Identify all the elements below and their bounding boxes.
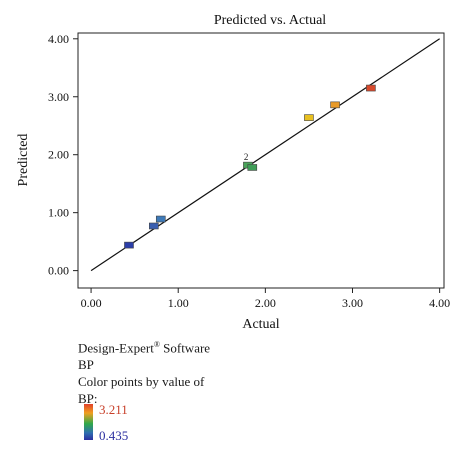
x-tick-label: 0.00: [81, 296, 102, 310]
software-suffix: Software: [159, 340, 211, 356]
data-point: [149, 222, 159, 230]
color-variable: BP:: [78, 391, 98, 407]
data-point: [366, 84, 376, 92]
axis-ticks: [73, 38, 441, 293]
y-axis-label: Predicted: [16, 134, 31, 187]
y-tick-label: 3.00: [48, 90, 69, 104]
response-name: BP: [78, 357, 94, 373]
data-point: [247, 164, 258, 171]
reference-line: [90, 38, 440, 272]
chart-title: Predicted vs. Actual: [214, 13, 326, 28]
software-name: Design-Expert® Software: [78, 336, 210, 356]
y-tick-label: 0.00: [48, 264, 69, 278]
x-tick-label: 4.00: [429, 296, 450, 310]
x-tick-label: 2.00: [255, 296, 276, 310]
color-scale-max: 3.211: [99, 402, 128, 417]
y-tick-label: 2.00: [48, 148, 69, 162]
plot-frame: [77, 32, 445, 289]
x-tick-label: 3.00: [342, 296, 363, 310]
trademark-mark: ®: [153, 340, 160, 349]
y-tick-label: 4.00: [48, 32, 69, 46]
color-note: Color points by value of: [78, 374, 205, 390]
data-point: [304, 114, 314, 121]
color-scale-min: 0.435: [99, 428, 129, 443]
point-count-annotation: 2: [244, 152, 249, 162]
data-point: [155, 215, 166, 223]
x-tick-label: 1.00: [168, 296, 189, 310]
tick-labels: 0.00 1.00 2.00 3.00 4.00 0.00 1.00 2.00 3.00 4.00: [48, 32, 450, 310]
x-axis-label: Actual: [242, 317, 279, 332]
reference-line-layer: [90, 38, 440, 272]
y-tick-label: 1.00: [48, 206, 69, 220]
data-point: [124, 241, 134, 249]
software-legend: Design-Expert® Software BP Color points …: [78, 336, 210, 407]
software-brand: Design-Expert: [78, 340, 154, 356]
points-layer: [124, 84, 376, 249]
data-point: [330, 101, 340, 109]
color-scale-bar: [84, 404, 93, 440]
